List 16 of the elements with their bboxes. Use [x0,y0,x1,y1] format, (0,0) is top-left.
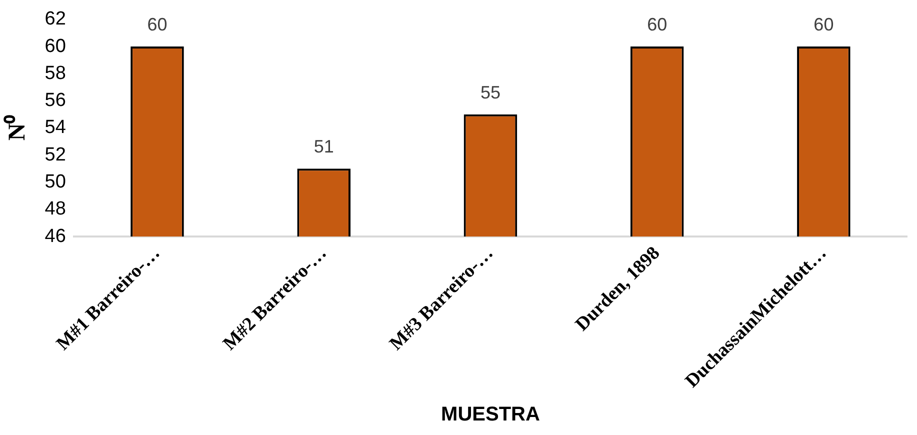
y-tick-label: 58 [44,62,66,84]
y-tick-label: 54 [44,117,66,138]
y-tick-label: 48 [44,198,66,220]
y-tick-label: 46 [44,226,66,247]
y-tick-label: 56 [44,90,66,112]
data-label: 60 [147,14,168,35]
data-label: 55 [480,82,500,102]
x-axis-title: MUESTRA [441,404,540,426]
data-label: 60 [814,14,834,35]
y-tick-label: 50 [44,171,66,192]
data-label: 51 [314,136,334,157]
data-label: 60 [647,14,668,35]
y-tick-label: 62 [44,8,66,30]
y-tick-label: 60 [44,36,66,57]
y-axis-title: N⁰ [4,114,31,141]
y-tick-label: 52 [44,144,66,166]
